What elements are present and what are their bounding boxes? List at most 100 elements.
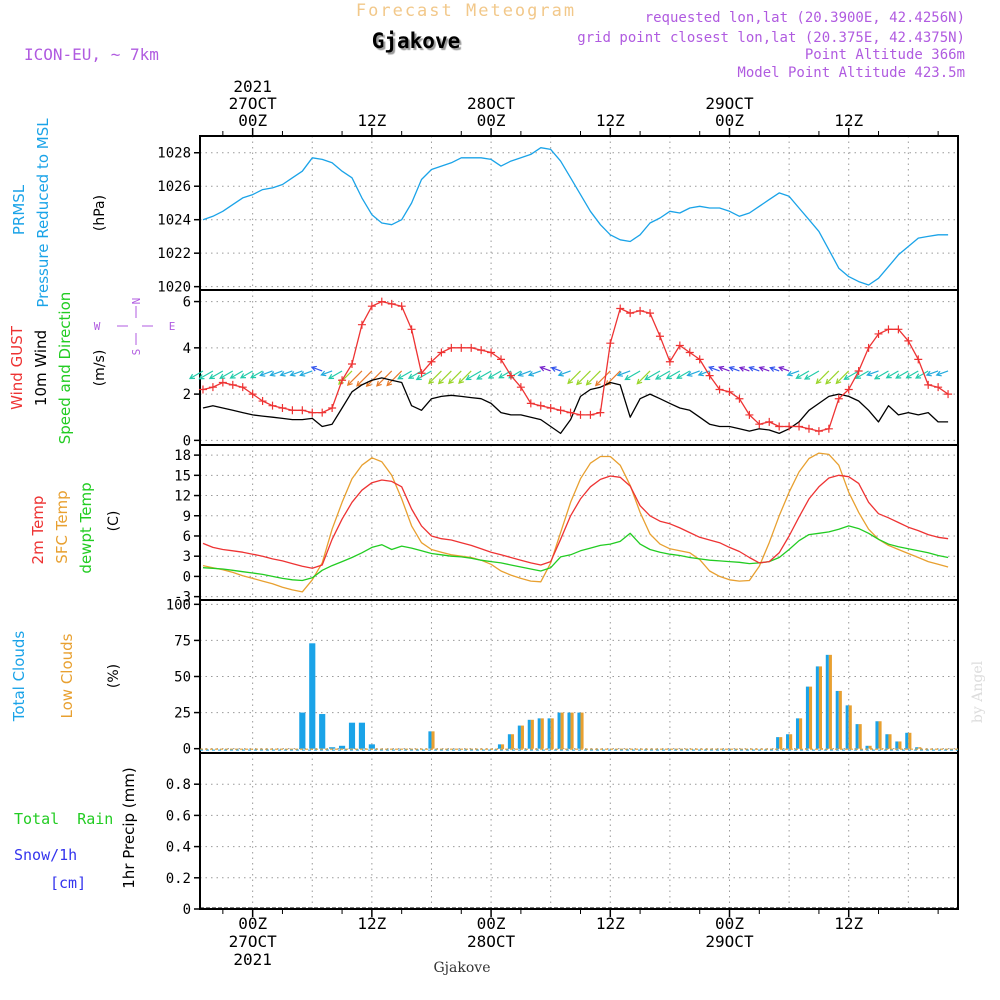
wind-arrow-head: [327, 373, 335, 380]
wind-gust-marker: [427, 357, 436, 366]
wind-gust-marker: [834, 394, 843, 403]
total-cloud-bar: [795, 718, 800, 749]
wind-gust-marker: [934, 383, 943, 392]
wind-arrow: [438, 370, 452, 384]
wind-arrow-head: [448, 378, 454, 385]
model-label: ICON-EU, ~ 7km: [24, 45, 159, 64]
wind-arrow: [895, 370, 909, 379]
bottom-time-label: 12Z: [357, 914, 386, 933]
wind-gust-marker: [377, 297, 386, 306]
wind-arrow-head: [289, 371, 296, 377]
wind-gust-marker: [367, 302, 376, 311]
y-tick-label: -3: [174, 590, 191, 606]
wind-gust-marker: [198, 385, 207, 394]
total-cloud-bar: [577, 712, 581, 749]
footer-location: Gjakove: [434, 960, 491, 976]
wind-arrow: [759, 366, 770, 372]
wind-arrow-head: [539, 365, 546, 372]
panel-4: 0 0.2 0.4 0.6 0.8: [166, 752, 959, 918]
dewpt-line: [202, 525, 949, 582]
wind-arrow: [230, 370, 244, 379]
low-cloud-bar: [828, 654, 832, 749]
top-time-label: 12Z: [596, 111, 625, 130]
y-tick-label: 0.2: [166, 871, 191, 887]
top-time-label: 00Z: [477, 111, 506, 130]
wind-arrow-head: [567, 378, 574, 385]
wind-arrow-head: [550, 366, 557, 372]
wind-arrow-head: [198, 374, 205, 380]
wind-arrow-head: [437, 378, 444, 385]
wind-arrow: [428, 370, 442, 384]
wind-arrow: [189, 370, 204, 379]
point-altitude: Point Altitude 366m: [805, 47, 965, 63]
wind-arrow: [586, 370, 601, 386]
y-tick-label: 1024: [157, 213, 191, 229]
total-clouds-label: Total Clouds: [10, 631, 28, 723]
wind-arrow: [655, 370, 671, 380]
low-cloud-bar: [878, 721, 882, 749]
wind-arrow-head: [594, 380, 601, 387]
wind-gust-marker: [506, 371, 515, 380]
top-time-label: 2021: [233, 77, 272, 96]
wind-arrow-head: [476, 374, 483, 380]
app-title: Forecast Meteogram: [356, 1, 576, 21]
credit-watermark: by Angel: [970, 660, 986, 723]
wind-arrow: [687, 370, 700, 376]
wind-arrow-head: [654, 374, 662, 380]
wind-gust-marker: [278, 403, 287, 412]
wind-gust-marker: [646, 309, 655, 318]
wind-gust-label: Wind GUST: [8, 325, 26, 410]
panel-0: 1020 1022 1024 1026 1028: [157, 135, 959, 296]
bottom-time-label: 12Z: [834, 914, 863, 933]
bottom-time-label: 00Z: [238, 914, 267, 933]
wind-gust-marker: [298, 406, 307, 415]
wind-arrow: [448, 370, 462, 384]
top-time-label: 00Z: [238, 111, 267, 130]
total-cloud-bar: [855, 724, 859, 749]
total-cloud-bar: [338, 745, 346, 749]
y-tick-label: 50: [174, 670, 191, 686]
wind-arrow-head: [636, 378, 643, 385]
compass-e: E: [169, 320, 176, 333]
y-tick-label: 0: [183, 742, 191, 758]
wind-arrow-head: [310, 365, 317, 372]
wind-gust-marker: [387, 299, 396, 308]
wind-gust-marker: [407, 325, 416, 334]
wind-arrow-head: [815, 378, 822, 385]
wind-arrow-head: [557, 371, 564, 377]
total-cloud-bar: [309, 643, 316, 749]
low-cloud-bar: [779, 737, 783, 749]
wind-arrow: [476, 370, 492, 380]
y-tick-label: 9: [183, 509, 191, 525]
bottom-time-label: 2021: [233, 950, 272, 969]
wind-arrow: [551, 367, 561, 372]
wind-direction-arrows: [188, 365, 949, 388]
low-cloud-bar: [888, 734, 892, 749]
wind-arrow: [644, 370, 661, 380]
wind-arrow: [844, 370, 859, 380]
wind-gust-marker: [566, 408, 575, 417]
wind-arrow-head: [458, 378, 464, 385]
y-tick-label: 100: [166, 597, 191, 613]
wind-gust-marker: [636, 306, 645, 315]
wind-arrow: [240, 370, 253, 379]
y-tick-label: 3: [183, 549, 191, 565]
wind-gust-marker: [586, 410, 595, 419]
wind-arrow: [199, 370, 214, 380]
wind-arrow-head: [803, 374, 811, 380]
total-cloud-bar: [537, 718, 541, 749]
wind-gust-marker: [745, 410, 754, 419]
model-altitude: Model Point Altitude 423.5m: [737, 65, 965, 81]
requested-coords: requested lon,lat (20.3900E, 42.4256N): [645, 10, 965, 26]
y-tick-label: 0: [183, 433, 191, 449]
wind-gust-marker: [516, 383, 525, 392]
wind-gust-marker: [357, 320, 366, 329]
wind-arrow-head: [487, 373, 494, 379]
wind-arrow: [328, 370, 343, 379]
pressure-unit: (hPa): [92, 195, 108, 231]
wind-gust-marker: [268, 401, 277, 410]
wind-arrow-head: [356, 380, 362, 387]
wind-gust-marker: [904, 336, 913, 345]
wind-arrow-head: [914, 373, 922, 379]
